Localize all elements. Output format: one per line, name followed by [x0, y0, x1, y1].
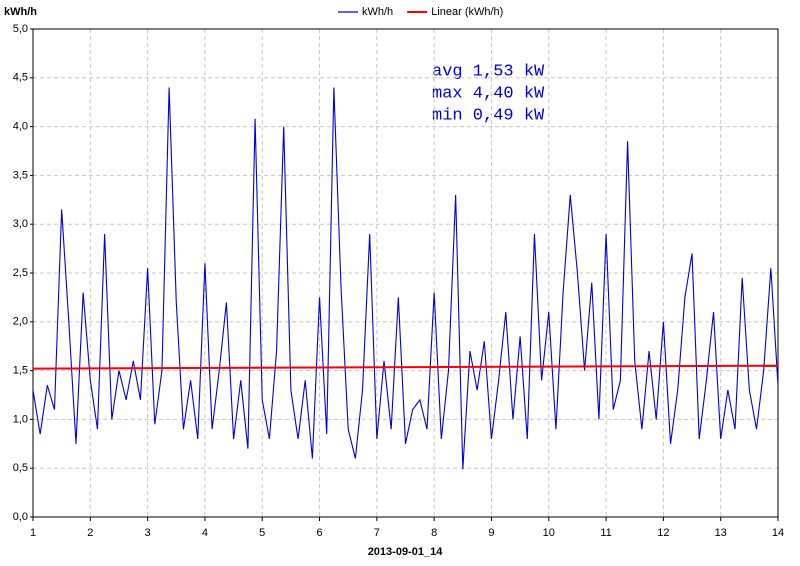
x-tick-label: 2: [87, 527, 93, 539]
y-tick-label: 2,0: [13, 316, 28, 328]
annotation: max 4,40 kW: [432, 84, 545, 103]
y-tick-label: 1,5: [13, 365, 28, 377]
y-tick-label: 0,5: [13, 462, 28, 474]
x-tick-label: 6: [316, 527, 322, 539]
series-line: [32, 87, 779, 470]
x-tick-label: 1: [30, 527, 36, 539]
x-tick-label: 11: [600, 527, 611, 539]
x-tick-label: 3: [145, 527, 151, 539]
plot-frame: [32, 28, 779, 518]
y-tick-label: 4,5: [13, 72, 28, 84]
x-tick-label: 12: [657, 527, 669, 539]
x-tick-label: 5: [259, 527, 265, 539]
y-axis-label: kWh/h: [4, 6, 37, 18]
y-tick-label: 5,0: [13, 23, 28, 35]
annotation: avg 1,53 kW: [432, 62, 545, 81]
y-tick-label: 3,5: [13, 169, 28, 181]
x-tick-label: 10: [543, 527, 555, 539]
x-tick-label: 14: [772, 527, 784, 539]
y-tick-label: 1,0: [13, 413, 28, 425]
legend-label: Linear (kWh/h): [431, 6, 503, 18]
x-tick-label: 9: [488, 527, 494, 539]
legend-label: kWh/h: [362, 6, 393, 18]
x-tick-label: 8: [431, 527, 437, 539]
y-tick-label: 2,5: [13, 267, 28, 279]
series-line: [32, 364, 779, 370]
y-tick-label: 0,0: [13, 511, 28, 523]
x-tick-label: 4: [202, 527, 208, 539]
x-tick-label: 13: [715, 527, 727, 539]
annotation: min 0,49 kW: [432, 106, 545, 125]
y-tick-label: 4,0: [13, 121, 28, 133]
x-tick-label: 7: [374, 527, 380, 539]
x-axis-label: 2013-09-01_14: [368, 546, 444, 558]
y-tick-label: 3,0: [13, 218, 28, 230]
